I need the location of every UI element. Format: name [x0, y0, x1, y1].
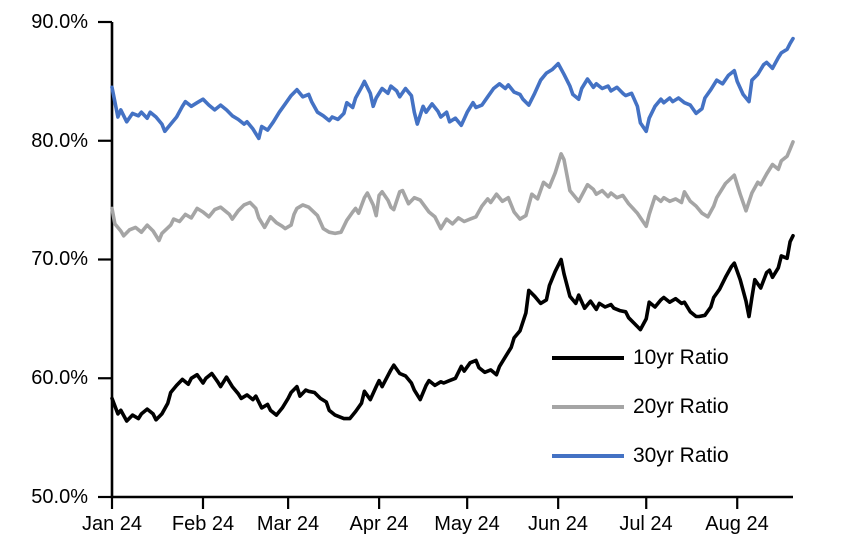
y-tick-label-50: 50.0%: [31, 486, 88, 508]
series-line-20yr: [110, 140, 795, 243]
y-tick-label-70: 70.0%: [31, 248, 88, 270]
y-tick-label-80: 80.0%: [31, 130, 88, 152]
legend-item-10yr: 10yr Ratio: [552, 345, 729, 371]
x-tick-label-mar: Mar 24: [256, 513, 320, 535]
series-line-10yr: [110, 234, 795, 423]
legend-line-swatch-10yr: [552, 356, 624, 360]
legend: 10yr Ratio 20yr Ratio 30yr Ratio: [552, 345, 729, 492]
legend-item-20yr: 20yr Ratio: [552, 394, 729, 420]
x-tick-label-may: May 24: [434, 513, 500, 535]
x-tick-label-jun: Jun 24: [527, 513, 589, 535]
y-tick-label-60: 60.0%: [31, 367, 88, 389]
legend-line-swatch-20yr: [552, 405, 624, 409]
legend-label-20yr: 20yr Ratio: [633, 395, 729, 418]
series-line-30yr: [110, 36, 795, 141]
legend-item-30yr: 30yr Ratio: [552, 443, 729, 469]
x-tick-label-jul: Jul 24: [619, 513, 673, 535]
x-tick-label-jan: Jan 24: [81, 513, 143, 535]
legend-label-10yr: 10yr Ratio: [633, 346, 729, 369]
y-tick-label-90: 90.0%: [31, 11, 88, 33]
x-tick-label-apr: Apr 24: [349, 513, 409, 535]
x-tick-label-feb: Feb 24: [171, 513, 235, 535]
legend-line-swatch-30yr: [552, 454, 624, 458]
x-tick-label-aug: Aug 24: [705, 513, 769, 535]
legend-label-30yr: 30yr Ratio: [633, 444, 729, 467]
